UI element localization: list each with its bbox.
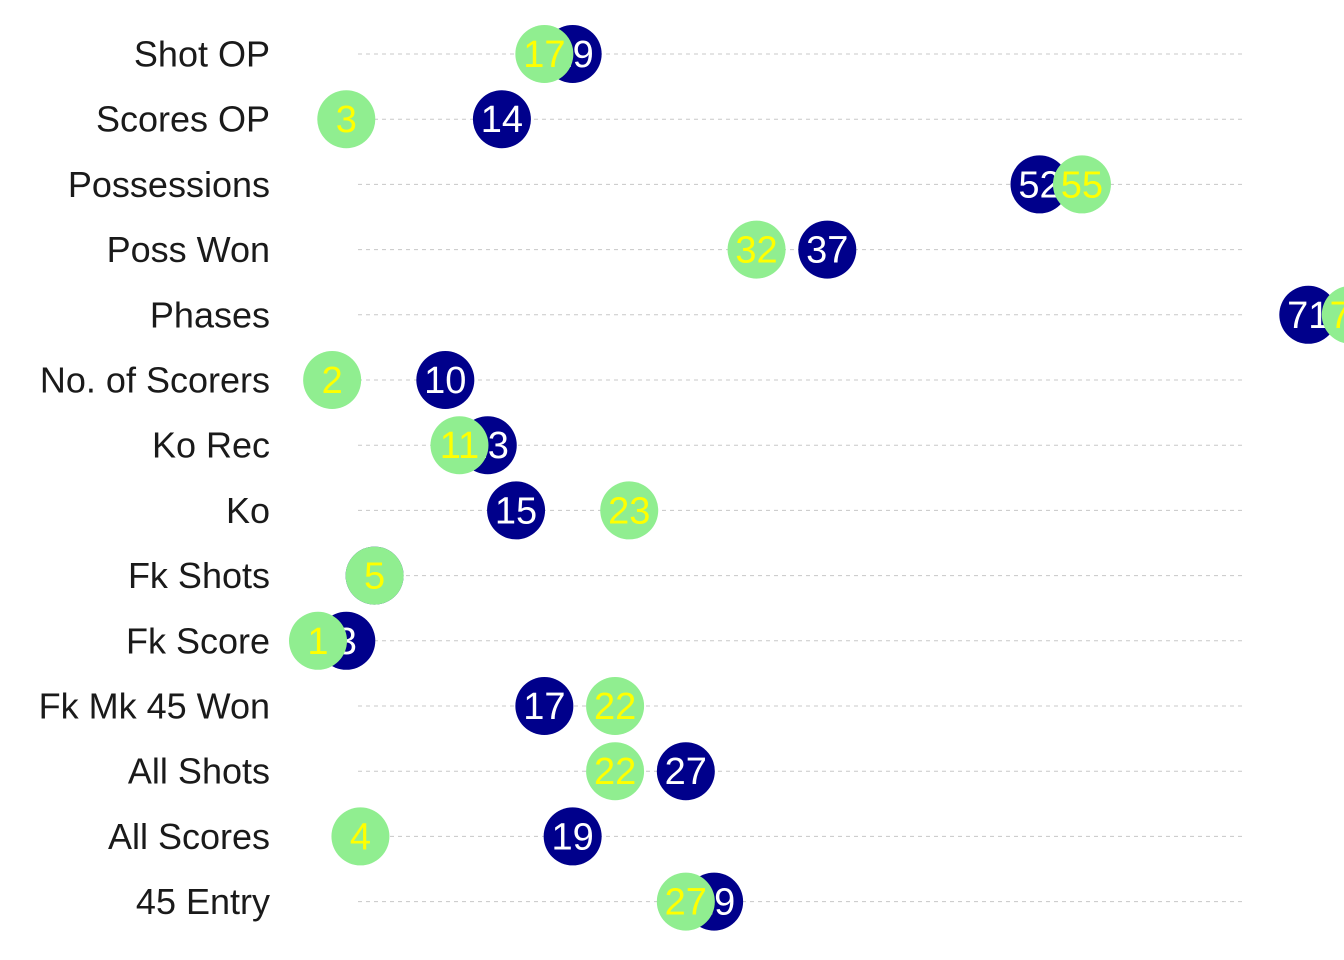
category-label-no-of-scorers: No. of Scorers [40,360,270,401]
point-value-label: 10 [424,360,466,402]
point-value-label: 19 [552,816,594,858]
point-value-label: 17 [523,34,565,76]
point-marker [543,807,602,866]
point-value-label: 23 [608,490,650,532]
category-label-possessions: Possessions [68,164,270,205]
point-phases-series-2: 74 [1321,286,1344,343]
point-possessions-series-1: 52 [1010,155,1069,214]
point-value-label: 37 [806,230,848,272]
category-label-ko: Ko [226,490,270,531]
point-ko-series-2: 23 [600,481,659,540]
point-marker [656,742,715,801]
point-no-of-scorers-series-2: 2 [303,351,362,409]
point-value-label: 1 [307,621,328,663]
point-marker [727,220,786,279]
point-value-label: 2 [322,360,343,402]
point-value-label: 3 [336,99,357,141]
category-labels: Shot OP Scores OP Possessions Poss Won Phase… [39,34,270,923]
point-marker [1052,155,1111,214]
point-value-label: 32 [735,230,777,272]
point-value-label: 14 [481,99,523,141]
point-marker [515,25,574,83]
point-value-label: 5 [364,556,385,598]
point-value-label: 22 [594,686,636,728]
point-marker [487,481,546,540]
point-marker [416,351,475,409]
point-value-label: 27 [665,882,707,924]
point-all-shots-series-2: 22 [586,742,645,801]
point-marker [586,677,645,735]
point-fk-score-series-2: 1 [289,611,347,670]
point-marker [303,351,362,409]
category-label-scores-op: Scores OP [96,99,270,140]
point-shot-op-series-2: 17 [515,25,574,83]
point-marker [1279,285,1338,344]
point-possessions-series-2: 55 [1052,155,1111,214]
data-points: 1917143525537327174102131115235311722272… [289,25,1344,931]
point-ko-series-1: 15 [487,481,546,540]
point-marker [1321,286,1344,343]
point-no-of-scorers-series-1: 10 [416,351,475,409]
point-poss-won-series-2: 32 [727,220,786,279]
point-fk-mk-45-won-series-2: 22 [586,677,645,735]
point-marker [656,872,715,931]
category-label-all-shots: All Shots [128,751,270,792]
point-fk-shots-series-2: 5 [345,546,404,605]
point-value-label: 74 [1330,295,1344,337]
category-label-fk-shots: Fk Shots [128,555,270,596]
point-marker [515,677,574,735]
point-ko-rec-series-2: 11 [430,416,489,475]
point-marker [1010,155,1069,214]
point-marker [586,742,645,801]
point-scores-op-series-1: 14 [472,90,531,149]
point-marker [331,807,390,866]
category-label-phases: Phases [150,294,270,335]
category-label-shot-op: Shot OP [134,34,270,75]
point-marker [289,611,347,670]
category-label-ko-rec: Ko Rec [152,425,270,466]
point-marker [472,90,531,149]
category-label-all-scores: All Scores [108,816,270,857]
point-value-label: 4 [350,816,371,858]
point-marker [798,220,857,279]
point-marker [345,546,404,605]
point-poss-won-series-1: 37 [798,220,857,279]
point-value-label: 55 [1061,164,1103,206]
category-label-fk-score: Fk Score [126,620,270,661]
point-value-label: 11 [440,425,479,467]
point-value-label: 22 [594,751,636,793]
point-marker [430,416,489,475]
category-label-fk-mk-45-won: Fk Mk 45 Won [39,686,270,727]
point-scores-op-series-2: 3 [317,90,376,149]
point-marker [317,90,376,149]
point-45-entry-series-2: 27 [656,872,715,931]
point-all-shots-series-1: 27 [656,742,715,801]
point-value-label: 17 [523,686,565,728]
category-label-45-entry: 45 Entry [136,881,270,922]
point-all-scores-series-2: 4 [331,807,390,866]
grid-lines [358,53,1242,903]
point-marker [600,481,659,540]
point-value-label: 15 [495,490,537,532]
category-label-poss-won: Poss Won [107,229,270,270]
point-all-scores-series-1: 19 [543,807,602,866]
point-fk-mk-45-won-series-1: 17 [515,677,574,735]
point-value-label: 27 [665,751,707,793]
